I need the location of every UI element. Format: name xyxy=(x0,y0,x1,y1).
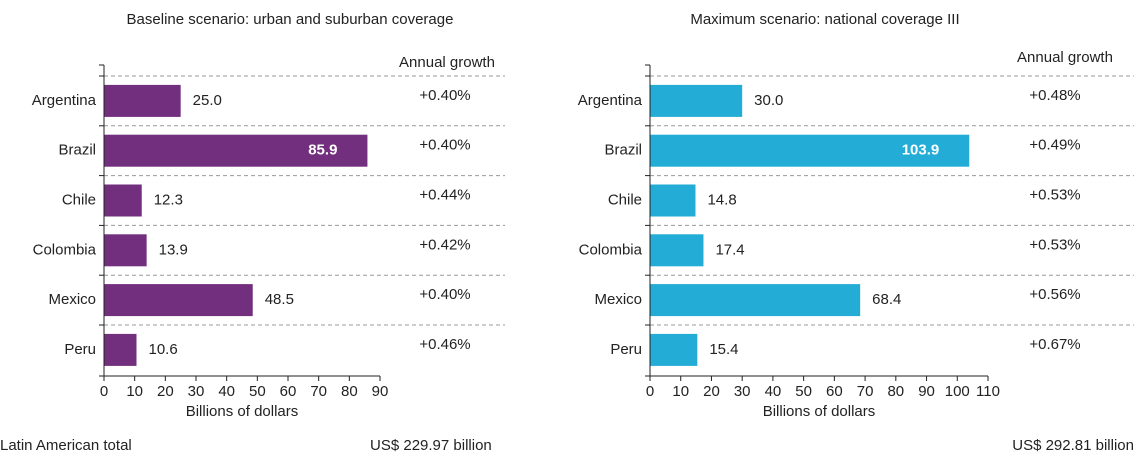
x-tick-label: 30 xyxy=(188,383,205,400)
value-label: 12.3 xyxy=(154,191,183,208)
x-tick-label: 30 xyxy=(734,383,751,400)
y-tick-label: Colombia xyxy=(579,241,643,258)
bar xyxy=(650,84,743,117)
x-axis-label: Billions of dollars xyxy=(186,403,299,420)
bar xyxy=(104,184,142,217)
x-tick-label: 20 xyxy=(157,383,174,400)
x-tick-label: 40 xyxy=(765,383,782,400)
y-tick-label: Chile xyxy=(62,191,96,208)
x-tick-label: 60 xyxy=(826,383,843,400)
value-label: 103.9 xyxy=(902,142,940,159)
x-tick-label: 10 xyxy=(126,383,143,400)
growth-label: +0.44% xyxy=(419,186,470,203)
x-tick-label: 50 xyxy=(249,383,266,400)
bar xyxy=(650,333,698,366)
x-tick-label: 70 xyxy=(857,383,874,400)
bar xyxy=(104,234,147,267)
x-tick-label: 10 xyxy=(672,383,689,400)
value-label: 68.4 xyxy=(872,291,901,308)
growth-header: Annual growth xyxy=(399,54,495,71)
value-label: 85.9 xyxy=(308,142,337,159)
x-tick-label: 110 xyxy=(976,383,1000,400)
growth-label: +0.46% xyxy=(419,336,470,353)
bar xyxy=(650,184,696,217)
bar xyxy=(650,284,861,317)
growth-header: Annual growth xyxy=(1017,49,1113,66)
growth-label: +0.40% xyxy=(419,137,470,154)
total-value: US$ 292.81 billion xyxy=(1012,437,1134,454)
x-tick-label: 0 xyxy=(646,383,654,400)
x-tick-label: 40 xyxy=(218,383,235,400)
growth-label: +0.67% xyxy=(1029,336,1080,353)
value-label: 25.0 xyxy=(193,92,222,109)
y-tick-label: Argentina xyxy=(578,92,643,109)
bar xyxy=(650,134,970,167)
growth-label: +0.40% xyxy=(419,87,470,104)
x-tick-label: 90 xyxy=(372,383,389,400)
bar xyxy=(104,333,137,366)
y-tick-label: Chile xyxy=(608,191,642,208)
growth-label: +0.53% xyxy=(1029,236,1080,253)
bar xyxy=(104,284,253,317)
x-tick-label: 80 xyxy=(341,383,358,400)
y-tick-label: Colombia xyxy=(33,241,97,258)
x-tick-label: 80 xyxy=(887,383,904,400)
x-tick-label: 90 xyxy=(918,383,935,400)
chart-title: Baseline scenario: urban and suburban co… xyxy=(127,11,454,28)
value-label: 10.6 xyxy=(149,341,178,358)
growth-label: +0.53% xyxy=(1029,186,1080,203)
y-tick-label: Mexico xyxy=(594,291,642,308)
total-value: US$ 229.97 billion xyxy=(370,437,492,454)
growth-label: +0.49% xyxy=(1029,137,1080,154)
growth-label: +0.48% xyxy=(1029,87,1080,104)
y-tick-label: Peru xyxy=(610,341,642,358)
x-tick-label: 0 xyxy=(100,383,108,400)
y-tick-label: Mexico xyxy=(48,291,96,308)
x-tick-label: 100 xyxy=(945,383,970,400)
value-label: 48.5 xyxy=(265,291,294,308)
x-tick-label: 20 xyxy=(703,383,720,400)
growth-label: +0.56% xyxy=(1029,286,1080,303)
value-label: 30.0 xyxy=(754,92,783,109)
bar xyxy=(650,234,704,267)
bar xyxy=(104,84,181,117)
value-label: 17.4 xyxy=(715,241,744,258)
growth-label: +0.42% xyxy=(419,236,470,253)
growth-label: +0.40% xyxy=(419,286,470,303)
x-tick-label: 60 xyxy=(280,383,297,400)
value-label: 15.4 xyxy=(709,341,738,358)
x-axis-label: Billions of dollars xyxy=(763,403,876,420)
y-tick-label: Brazil xyxy=(58,142,96,159)
total-label: Latin American total xyxy=(0,437,132,454)
value-label: 14.8 xyxy=(707,191,736,208)
y-tick-label: Argentina xyxy=(32,92,97,109)
x-tick-label: 70 xyxy=(310,383,327,400)
chart-title: Maximum scenario: national coverage III xyxy=(690,11,959,28)
x-tick-label: 50 xyxy=(795,383,812,400)
y-tick-label: Peru xyxy=(64,341,96,358)
y-tick-label: Brazil xyxy=(604,142,642,159)
value-label: 13.9 xyxy=(159,241,188,258)
bar xyxy=(104,134,368,167)
